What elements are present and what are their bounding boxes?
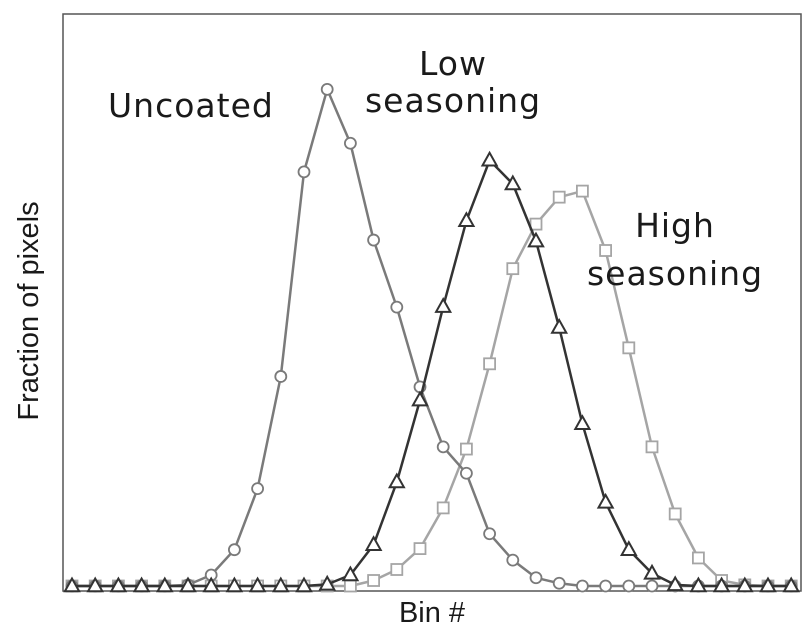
point-low-16 — [434, 297, 453, 313]
point-low-20 — [527, 231, 545, 248]
annotation-uncoated-line-0: Uncoated — [108, 86, 274, 125]
point-high-23 — [599, 244, 612, 257]
point-low-12 — [341, 565, 360, 582]
point-low-3 — [132, 576, 151, 593]
point-high-20 — [529, 217, 543, 231]
annotation-low-line-0: Low — [419, 44, 487, 83]
point-uncoated-23 — [599, 579, 612, 593]
series-uncoated — [65, 82, 798, 593]
point-high-14 — [390, 563, 404, 576]
point-high-12 — [343, 579, 357, 593]
point-low-26 — [666, 575, 685, 592]
x-axis-title: Bin # — [399, 597, 465, 629]
point-low-10 — [295, 576, 313, 593]
point-high-15 — [413, 542, 427, 555]
series-layer — [63, 82, 801, 593]
point-uncoated-8 — [251, 482, 265, 496]
point-uncoated-25 — [645, 579, 659, 593]
series-high — [65, 184, 798, 593]
plot-frame — [62, 13, 802, 592]
point-uncoated-19 — [506, 553, 520, 567]
point-low-4 — [155, 576, 174, 593]
point-high-18 — [483, 357, 497, 371]
point-low-19 — [503, 174, 522, 191]
point-low-2 — [109, 576, 128, 593]
point-uncoated-17 — [459, 466, 473, 480]
point-high-25 — [645, 440, 659, 454]
point-low-30 — [759, 576, 777, 593]
point-high-19 — [506, 262, 520, 276]
point-low-13 — [364, 535, 383, 551]
point-low-7 — [225, 576, 244, 593]
point-low-8 — [248, 576, 267, 593]
point-low-9 — [271, 576, 290, 593]
series-low — [63, 150, 801, 593]
point-low-0 — [63, 576, 81, 593]
point-high-21 — [552, 190, 566, 204]
point-uncoated-10 — [297, 165, 311, 179]
annotation-low-line-1: seasoning — [365, 81, 541, 120]
point-high-24 — [622, 341, 636, 355]
point-low-23 — [596, 492, 615, 509]
point-low-6 — [202, 576, 221, 593]
point-uncoated-13 — [367, 233, 381, 247]
point-low-11 — [318, 574, 337, 591]
annotation-high-line-1: seasoning — [587, 254, 763, 293]
point-uncoated-12 — [343, 136, 357, 150]
point-low-1 — [86, 576, 105, 593]
point-uncoated-14 — [390, 300, 404, 314]
point-uncoated-16 — [436, 440, 450, 454]
point-low-29 — [735, 576, 754, 593]
series-line-high — [72, 189, 792, 588]
point-uncoated-9 — [274, 370, 288, 383]
point-low-14 — [387, 472, 406, 489]
point-low-15 — [411, 390, 429, 407]
point-low-21 — [550, 317, 569, 334]
point-low-5 — [179, 576, 197, 593]
point-low-24 — [619, 540, 638, 556]
point-high-16 — [436, 501, 450, 515]
point-high-17 — [459, 442, 473, 456]
point-low-17 — [457, 211, 476, 228]
series-line-uncoated — [72, 88, 792, 588]
point-low-22 — [573, 414, 592, 430]
y-axis-title: Fraction of pixels — [13, 201, 45, 420]
point-high-26 — [668, 507, 682, 521]
point-uncoated-7 — [227, 543, 241, 557]
point-uncoated-22 — [576, 579, 589, 593]
point-uncoated-11 — [320, 82, 334, 96]
point-uncoated-20 — [529, 571, 543, 585]
point-high-22 — [576, 184, 589, 198]
point-low-18 — [480, 150, 499, 167]
point-uncoated-24 — [622, 579, 636, 593]
point-uncoated-21 — [552, 576, 566, 590]
point-low-25 — [643, 563, 661, 580]
point-low-31 — [782, 576, 801, 593]
point-high-13 — [367, 574, 381, 587]
point-low-28 — [712, 576, 731, 593]
annotation-high-line-0: High — [635, 206, 715, 245]
point-uncoated-18 — [483, 527, 497, 541]
point-high-27 — [692, 551, 705, 565]
point-low-27 — [689, 576, 708, 593]
